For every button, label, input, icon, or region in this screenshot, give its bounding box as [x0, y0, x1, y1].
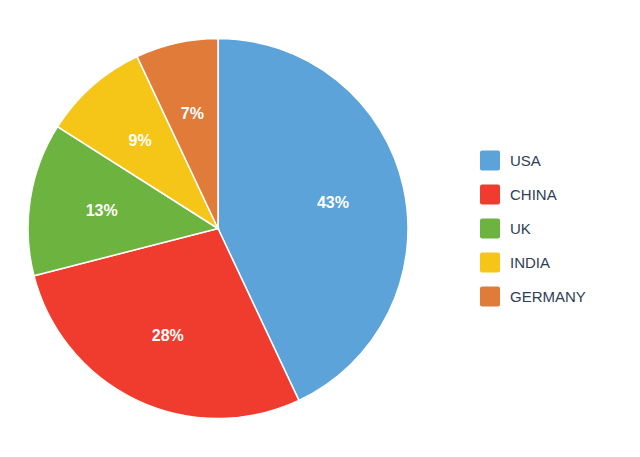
data-label: 13%: [86, 202, 118, 219]
legend-swatch: [480, 253, 500, 273]
data-label: 43%: [317, 194, 349, 211]
legend-swatch: [480, 151, 500, 171]
data-labels: 43% 28% 13% 9% 7%: [86, 105, 349, 344]
page: {"chart_data": {"type": "pie", "categori…: [0, 0, 640, 457]
legend-label: UK: [510, 220, 531, 237]
pie: [28, 39, 408, 419]
data-label: 7%: [181, 105, 204, 122]
legend-swatch: [480, 219, 500, 239]
legend-label: GERMANY: [510, 288, 586, 305]
chart: 43% 28% 13% 9% 7% USA CHINA UK INDIA GERMANY: [0, 0, 640, 457]
chart-container: 43% 28% 13% 9% 7% USA CHINA UK INDIA GERMANY: [0, 0, 640, 457]
legend: USA CHINA UK INDIA GERMANY: [480, 151, 586, 307]
legend-label: INDIA: [510, 254, 550, 271]
legend-label: USA: [510, 152, 541, 169]
legend-swatch: [480, 287, 500, 307]
legend-swatch: [480, 185, 500, 205]
data-label: 9%: [129, 132, 152, 149]
legend-label: CHINA: [510, 186, 557, 203]
data-label: 28%: [152, 327, 184, 344]
